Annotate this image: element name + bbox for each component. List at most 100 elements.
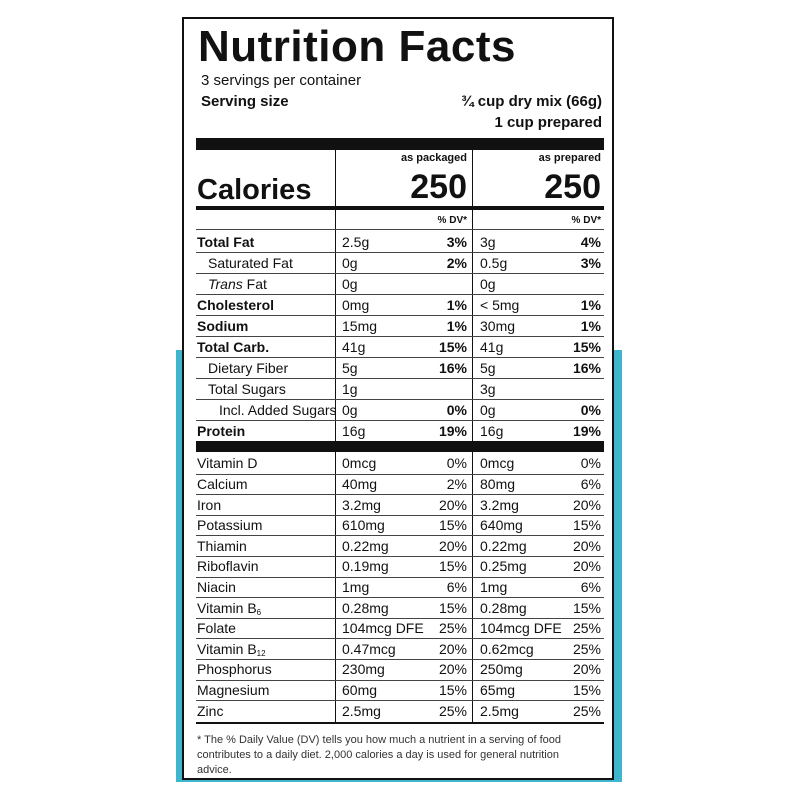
bottom-rule — [196, 722, 604, 724]
rule — [196, 229, 604, 230]
amount: 1g — [342, 380, 358, 397]
amount: 30mg — [480, 317, 516, 334]
name-text: Zinc — [197, 702, 224, 719]
amount: 610mg — [342, 517, 385, 534]
dv-heading: % DV* — [571, 215, 601, 226]
daily-value: 25% — [438, 620, 467, 637]
daily-value: 1% — [446, 296, 467, 313]
subscript: 12 — [256, 648, 266, 658]
amount: 0.22mg — [480, 537, 527, 554]
amount: 2.5mg — [342, 702, 381, 719]
daily-value: 6% — [580, 475, 601, 492]
rule — [196, 357, 604, 358]
name-text: Sodium — [197, 317, 249, 334]
daily-value: 2% — [446, 475, 467, 492]
nutrient-name: Riboflavin — [197, 559, 258, 573]
nutrient-name: Total Sugars — [208, 382, 286, 396]
name-text: Saturated Fat — [208, 254, 293, 271]
name-text: Dietary Fiber — [208, 359, 289, 376]
calories-value: 250 — [410, 168, 467, 206]
name-text: Iron — [197, 496, 222, 513]
amount: 0mcg — [480, 455, 515, 472]
amount: 3.2mg — [342, 496, 381, 513]
daily-value: 25% — [572, 640, 601, 657]
daily-value: 20% — [438, 640, 467, 657]
nutrient-name: Total Carb. — [197, 340, 269, 354]
name-text: Vitamin B — [197, 599, 257, 616]
rule — [196, 597, 604, 599]
amount: 0.28mg — [342, 599, 389, 616]
thick-rule — [196, 441, 604, 452]
name-text: Thiamin — [197, 537, 247, 554]
rule — [196, 420, 604, 421]
amount: 40mg — [342, 475, 378, 492]
nutrient-name: Vitamin D — [197, 456, 257, 470]
amount: 0g — [342, 254, 358, 271]
amount: 0mg — [342, 296, 370, 313]
amount: 41g — [342, 338, 366, 355]
rule — [196, 576, 604, 578]
name-text: Folate — [197, 620, 236, 637]
amount: 65mg — [480, 681, 516, 698]
calories-label: Calories — [197, 174, 312, 206]
nutrient-name: Folate — [197, 621, 236, 635]
nutrient-name: Potassium — [197, 518, 262, 532]
name-text: Incl. Added Sugars — [219, 401, 337, 418]
rule — [196, 273, 604, 274]
daily-value: 0% — [580, 401, 601, 418]
daily-value: 0% — [580, 455, 601, 472]
daily-value: 15% — [572, 517, 601, 534]
rule — [196, 514, 604, 516]
nutrient-name: Dietary Fiber — [208, 361, 288, 375]
daily-value: 1% — [580, 317, 601, 334]
nutrient-name: Incl. Added Sugars — [219, 403, 337, 417]
amount: 5g — [480, 359, 496, 376]
daily-value: 1% — [580, 296, 601, 313]
nutrient-name: Phosphorus — [197, 662, 272, 676]
rule — [196, 494, 604, 496]
name-text: Magnesium — [197, 681, 270, 698]
rule — [196, 638, 604, 640]
rule — [196, 336, 604, 337]
daily-value: 15% — [572, 681, 601, 698]
rule — [196, 473, 604, 475]
calories-value: 250 — [544, 168, 601, 206]
daily-value: 3% — [580, 254, 601, 271]
daily-value: 15% — [438, 558, 467, 575]
amount: 104mcg DFE — [342, 620, 424, 637]
serving-size: ¾ cup dry mix (66g) — [461, 93, 602, 110]
amount: 60mg — [342, 681, 378, 698]
daily-value: 15% — [438, 338, 467, 355]
daily-value: 3% — [446, 233, 467, 250]
daily-value: 20% — [438, 537, 467, 554]
daily-value: 20% — [438, 496, 467, 513]
amount: 3g — [480, 380, 496, 397]
nutrient-name: Magnesium — [197, 683, 269, 697]
servings: 3 servings per container — [201, 72, 362, 89]
amount: 640mg — [480, 517, 523, 534]
column-divider — [472, 150, 473, 722]
nutrient-name: Zinc — [197, 704, 223, 718]
daily-value: 20% — [438, 661, 467, 678]
daily-value: 15% — [572, 599, 601, 616]
amount: 0.22mg — [342, 537, 389, 554]
nutrient-name: Sodium — [197, 319, 248, 333]
amount: 0.25mg — [480, 558, 527, 575]
daily-value: 25% — [572, 702, 601, 719]
amount: 41g — [480, 338, 504, 355]
nutrient-name: Thiamin — [197, 539, 247, 553]
nutrient-name: Protein — [197, 424, 245, 438]
daily-value: 19% — [572, 422, 601, 439]
name-text: Total Fat — [197, 233, 255, 250]
name-text: Phosphorus — [197, 661, 272, 678]
serving-size-label: Serving size — [201, 93, 289, 110]
amount: 230mg — [342, 661, 385, 678]
daily-value: 25% — [438, 702, 467, 719]
amount: 1mg — [480, 578, 508, 595]
daily-value: 19% — [438, 422, 467, 439]
name-text: Vitamin D — [197, 455, 258, 472]
daily-value: 16% — [438, 359, 467, 376]
amount: 80mg — [480, 475, 516, 492]
daily-value: 15% — [438, 681, 467, 698]
